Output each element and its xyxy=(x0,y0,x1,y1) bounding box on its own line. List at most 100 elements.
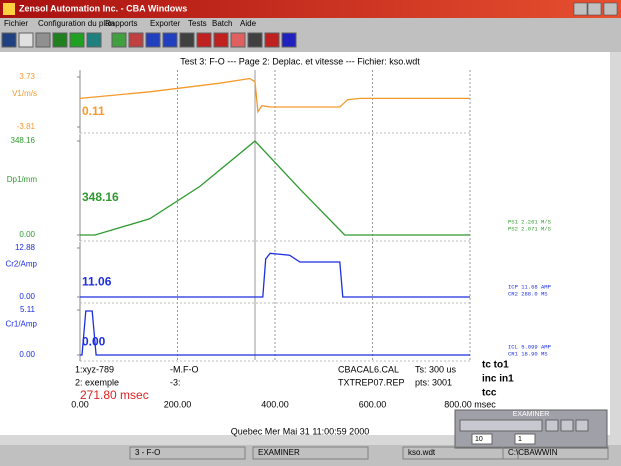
status-panel xyxy=(129,446,246,460)
tool-button[interactable] xyxy=(18,32,34,48)
panel-readout: 0.11 xyxy=(82,104,105,118)
tool-button[interactable] xyxy=(145,32,161,48)
info-text: pts: 3001 xyxy=(415,377,452,387)
x-tick-label: 0.00 xyxy=(71,399,89,409)
menu-item[interactable]: Aide xyxy=(240,19,257,28)
page-box[interactable] xyxy=(514,433,536,445)
panel-label: Cr2/Amp xyxy=(5,260,37,269)
tool-button[interactable] xyxy=(86,32,102,48)
tool-button[interactable] xyxy=(281,32,297,48)
readout-line: ICL 5.099 AMP xyxy=(508,343,551,350)
trace xyxy=(80,310,470,356)
chart-title: Test 3: F-O --- Page 2: Deplac. et vites… xyxy=(180,56,420,66)
tool-button[interactable] xyxy=(230,32,246,48)
tool-button[interactable] xyxy=(128,32,144,48)
tag: inc in1 xyxy=(482,374,514,385)
app-icon xyxy=(3,3,15,15)
v-scrollbar[interactable] xyxy=(610,52,621,435)
panel-readout: 0.00 xyxy=(82,335,106,349)
status-text: kso.wdt xyxy=(408,448,436,457)
tool-button[interactable] xyxy=(69,32,85,48)
tool-button[interactable] xyxy=(35,32,51,48)
menu-item[interactable]: Batch xyxy=(212,19,232,28)
close-button[interactable] xyxy=(575,419,589,432)
info-text: CBACAL6.CAL xyxy=(338,364,399,374)
window-title: Zensol Automation Inc. - CBA Windows xyxy=(19,3,187,13)
status-text: 3 - F-O xyxy=(135,448,160,457)
tag: tcc xyxy=(482,388,497,399)
tool-button[interactable] xyxy=(264,32,280,48)
cursor-time: 271.80 msec xyxy=(80,388,149,402)
x-tick-label: 800.00 msec xyxy=(444,399,496,409)
y-tick-label: 0.00 xyxy=(19,350,35,359)
tool-button[interactable] xyxy=(179,32,195,48)
info-text: Ts: 300 us xyxy=(415,364,457,374)
panel-label: Cr1/Amp xyxy=(5,320,37,329)
status-text: EXAMINER xyxy=(258,448,300,457)
maximize[interactable] xyxy=(587,2,602,16)
toolbar xyxy=(1,32,297,48)
readout-line: ICP 11.68 AMP xyxy=(508,283,551,290)
y-tick-label: 0.00 xyxy=(19,230,35,239)
panel-label: Dp1/mm xyxy=(7,175,38,184)
y-tick-label: 348.16 xyxy=(11,136,36,145)
tool-button[interactable] xyxy=(247,32,263,48)
page-value: 1 xyxy=(518,436,522,443)
nav-buttons[interactable] xyxy=(459,419,543,432)
graph-button[interactable] xyxy=(560,419,574,432)
window-buttons[interactable] xyxy=(573,2,618,16)
info-text: 2: exemple xyxy=(75,377,119,387)
menu-item[interactable]: Fichier xyxy=(4,19,28,28)
footer-date: Quebec Mer Mai 31 11:00:59 2000 xyxy=(231,426,369,436)
readout-line: PS1 2.261 M/S xyxy=(508,218,552,225)
step-box[interactable] xyxy=(471,433,493,445)
y-tick-label: 3.73 xyxy=(19,72,35,81)
info-text: 1:xyz-789 xyxy=(75,364,114,374)
title-bar xyxy=(0,0,621,18)
zoom-button[interactable] xyxy=(545,419,559,432)
tool-button[interactable] xyxy=(1,32,17,48)
close[interactable] xyxy=(603,2,618,16)
examiner-title: EXAMINER xyxy=(513,411,550,418)
readout-line: PS2 2.071 M/S xyxy=(508,225,552,232)
tool-button[interactable] xyxy=(196,32,212,48)
x-tick-label: 200.00 xyxy=(164,399,192,409)
panel-label: V1/m/s xyxy=(12,89,37,98)
info-text: -3: xyxy=(170,377,181,387)
readout-line: CR1 18.90 MS xyxy=(508,350,548,357)
info-text: -M.F-O xyxy=(170,364,199,374)
trace xyxy=(80,140,470,236)
trace xyxy=(80,252,470,298)
readout-line: CR2 288.0 MS xyxy=(508,290,548,297)
h-scrollbar[interactable] xyxy=(0,435,621,445)
tag: tc to1 xyxy=(482,360,509,371)
menu-item[interactable]: Tests xyxy=(188,19,207,28)
status-text: C:\CBAWWIN xyxy=(508,448,558,457)
panel-readout: 348.16 xyxy=(82,190,119,204)
examiner-panel: EXAMINER 10 1 xyxy=(454,409,608,449)
tool-button[interactable] xyxy=(52,32,68,48)
tool-button[interactable] xyxy=(213,32,229,48)
info-text: TXTREP07.REP xyxy=(338,377,405,387)
step-value: 10 xyxy=(475,436,483,443)
y-tick-label: 12.88 xyxy=(15,243,36,252)
tool-button[interactable] xyxy=(111,32,127,48)
status-panel xyxy=(402,446,519,460)
plot-area xyxy=(0,52,610,435)
y-tick-label: 5.11 xyxy=(20,305,36,314)
status-panel xyxy=(252,446,369,460)
x-tick-label: 600.00 xyxy=(359,399,387,409)
tool-button[interactable] xyxy=(162,32,178,48)
menu-item[interactable]: Exporter xyxy=(150,19,181,28)
menu-item[interactable]: Rapports xyxy=(105,19,137,28)
status-bar xyxy=(0,445,621,461)
panel-readout: 11.06 xyxy=(82,275,112,289)
x-tick-label: 400.00 xyxy=(261,399,289,409)
y-tick-label: 0.00 xyxy=(19,292,35,301)
trace xyxy=(79,77,470,114)
status-panel xyxy=(502,446,609,460)
minimize[interactable] xyxy=(573,2,588,16)
menu-item[interactable]: Configuration du plan xyxy=(38,19,114,28)
